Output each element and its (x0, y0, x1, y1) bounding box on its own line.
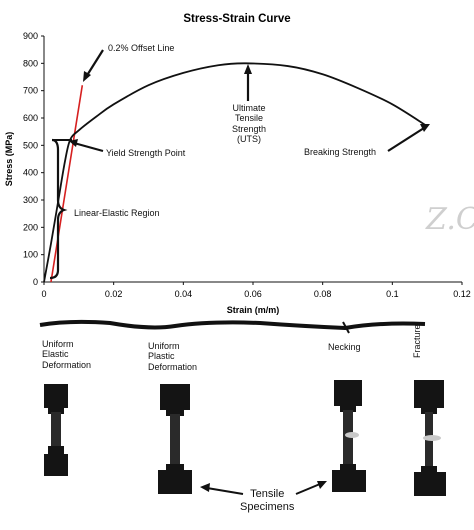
curves (43, 62, 428, 283)
x-tick-label: 0.12 (453, 289, 471, 299)
uts-line-2: Tensile (234, 113, 263, 124)
specimen-plastic (158, 384, 192, 494)
stress-strain-curve (43, 62, 428, 283)
y-tick-label: 800 (23, 58, 38, 68)
uts-line-1: Ultimate (232, 103, 266, 113)
offset-line-label: 0.2% Offset Line (108, 43, 175, 53)
uts-label: Ultimate Tensile Strength (UTS) (222, 103, 276, 144)
y-tick-label: 200 (23, 222, 38, 232)
specimen-necking (332, 380, 366, 492)
x-tick-label: 0.06 (244, 289, 262, 299)
specimen-fracture (414, 380, 446, 496)
x-tick-label: 0.08 (314, 289, 332, 299)
offset-line (50, 85, 84, 283)
stage-necking: Necking (328, 342, 361, 352)
breaking-strength-label: Breaking Strength (304, 147, 377, 157)
specimen-arrow-right-head (317, 481, 327, 489)
arrow-heads (69, 64, 430, 147)
elastic-bracket (49, 138, 68, 280)
y-tick-label: 700 (23, 86, 38, 96)
annotation-arrows (49, 49, 425, 280)
specimen-arrow-right (295, 483, 321, 495)
divider-tick (342, 321, 350, 334)
watermark: Z.C (426, 202, 474, 237)
x-tick-label: 0.02 (105, 289, 123, 299)
uts-line-4: (UTS) (237, 134, 261, 145)
chart-title: Stress-Strain Curve (183, 13, 290, 25)
y-tick-label: 400 (23, 168, 38, 178)
elastic-region-label: Linear-Elastic Region (74, 208, 160, 218)
breaking-arrow (387, 127, 425, 152)
y-axis-ticks: 0 100 200 300 400 500 600 700 800 900 (23, 31, 44, 287)
y-tick-label: 600 (23, 113, 38, 123)
uts-line-3: Strength (231, 123, 267, 134)
yield-strength-label: Yield Strength Point (106, 148, 186, 158)
specimen-arrow-left (206, 487, 244, 495)
stage-uniform-plastic: Uniform Plastic Deformation (148, 341, 198, 372)
x-tick-label: 0.04 (175, 289, 193, 299)
y-tick-label: 500 (23, 140, 38, 150)
specimen-arrow-left-head (200, 483, 210, 492)
x-tick-label: 0 (41, 289, 46, 299)
x-axis-ticks: 0 0.02 0.04 0.06 0.08 0.1 0.12 (41, 282, 471, 299)
y-tick-label: 0 (33, 277, 38, 287)
x-tick-label: 0.1 (386, 289, 399, 299)
x-axis-label: Strain (m/m) (227, 305, 280, 315)
y-axis-label: Stress (MPa) (4, 132, 14, 187)
y-tick-label: 300 (23, 195, 38, 205)
tensile-specimens-label: Tensile Specimens (240, 488, 295, 513)
y-tick-label: 100 (23, 250, 38, 260)
specimen-elastic (44, 384, 68, 476)
y-tick-label: 900 (23, 31, 38, 41)
divider-line (39, 319, 426, 331)
offset-arrow (85, 49, 104, 78)
yield-arrow (73, 141, 104, 153)
stage-fracture: Fracture (412, 324, 422, 358)
stage-uniform-elastic: Uniform Elastic Deformation (42, 339, 92, 370)
